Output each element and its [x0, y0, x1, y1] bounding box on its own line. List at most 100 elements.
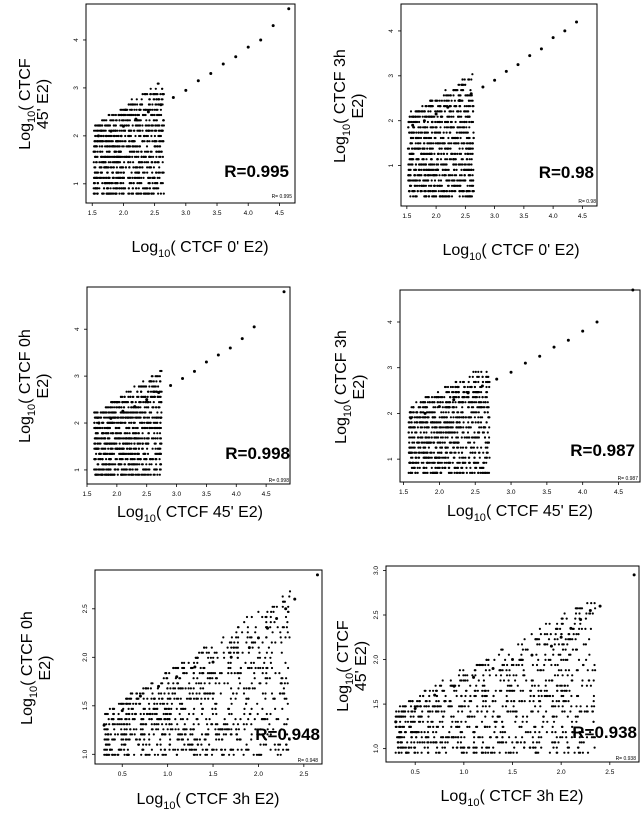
data-point	[192, 723, 195, 726]
data-point	[440, 147, 443, 150]
data-point	[268, 677, 271, 680]
data-point	[152, 406, 155, 409]
data-point	[456, 136, 459, 140]
data-point	[422, 152, 425, 155]
data-point	[109, 187, 112, 190]
data-point	[460, 436, 463, 439]
data-point	[562, 694, 565, 698]
data-point	[432, 115, 435, 118]
data-point	[96, 447, 99, 450]
data-point	[434, 131, 437, 134]
data-point	[539, 705, 542, 708]
data-point	[112, 452, 116, 455]
data-point	[430, 147, 433, 150]
data-point	[443, 421, 446, 424]
r-value-small-label: R= 0.995	[272, 194, 293, 200]
data-point	[145, 398, 149, 402]
data-point	[440, 461, 443, 464]
x-tick-label: 2.5	[461, 213, 470, 220]
data-point	[466, 431, 470, 434]
data-point	[219, 692, 222, 695]
data-point	[201, 748, 204, 751]
data-point	[132, 728, 135, 731]
data-point	[194, 738, 197, 741]
data-point	[143, 385, 146, 388]
data-point	[420, 131, 424, 134]
data-point	[125, 108, 128, 111]
y-tick-label: 2	[387, 411, 394, 415]
data-point	[150, 463, 153, 466]
plot-frame	[399, 289, 641, 483]
data-point	[420, 174, 423, 177]
data-point	[119, 150, 122, 153]
data-point	[425, 456, 428, 459]
data-point	[486, 375, 489, 378]
data-point	[117, 702, 121, 705]
data-point	[245, 702, 248, 705]
data-point	[186, 738, 189, 741]
data-point	[433, 436, 436, 439]
data-point	[285, 697, 288, 700]
data-point	[188, 748, 191, 751]
data-point	[414, 471, 417, 474]
data-point	[101, 182, 104, 185]
data-point	[137, 129, 140, 132]
x-tick-label: 2.5	[605, 769, 614, 776]
data-point	[449, 441, 453, 444]
data-point	[460, 115, 463, 118]
data-point	[457, 391, 460, 394]
data-point	[449, 421, 452, 424]
data-point	[458, 195, 461, 198]
data-point	[481, 375, 484, 378]
data-point	[129, 113, 132, 117]
data-point	[102, 411, 105, 414]
data-point	[173, 697, 176, 700]
data-point	[168, 723, 171, 726]
data-point	[433, 416, 436, 419]
data-point	[138, 166, 141, 169]
data-point	[214, 682, 217, 685]
y-tick-label: 3	[74, 374, 81, 378]
data-point	[120, 108, 123, 111]
data-point	[93, 150, 96, 153]
data-point	[171, 728, 174, 731]
data-point	[115, 437, 118, 440]
data-point	[124, 411, 127, 414]
data-point	[157, 723, 160, 726]
data-point	[442, 94, 445, 97]
data-point	[124, 166, 127, 169]
data-point	[135, 124, 138, 127]
data-point	[473, 431, 476, 434]
data-point	[218, 733, 221, 736]
data-point	[104, 129, 107, 132]
y-axis-label: Log10( CTCF45' E2)	[17, 58, 52, 150]
data-point	[123, 748, 126, 751]
data-point	[197, 682, 200, 685]
y-tick-label: 1	[74, 468, 81, 472]
data-point	[486, 446, 489, 449]
data-point	[440, 411, 443, 414]
data-point	[477, 416, 480, 419]
data-point	[101, 458, 104, 461]
data-point	[118, 187, 121, 190]
data-point	[426, 451, 429, 454]
data-point	[458, 416, 461, 419]
data-point	[116, 416, 119, 419]
label-subscript: 10	[474, 512, 486, 524]
data-point	[157, 161, 160, 164]
data-point	[447, 426, 450, 429]
data-point	[172, 682, 175, 685]
data-point	[175, 753, 178, 756]
data-point	[203, 697, 207, 700]
data-point	[230, 636, 233, 639]
y-axis-label-line-2: 45' E2)	[35, 79, 52, 129]
data-point	[436, 158, 439, 161]
data-point	[475, 725, 478, 729]
data-point	[283, 697, 286, 700]
data-point	[432, 174, 435, 177]
data-point	[121, 401, 124, 404]
data-point	[437, 436, 440, 439]
data-point	[116, 129, 119, 132]
data-point	[205, 651, 208, 654]
label-subscript: 10	[163, 800, 175, 812]
